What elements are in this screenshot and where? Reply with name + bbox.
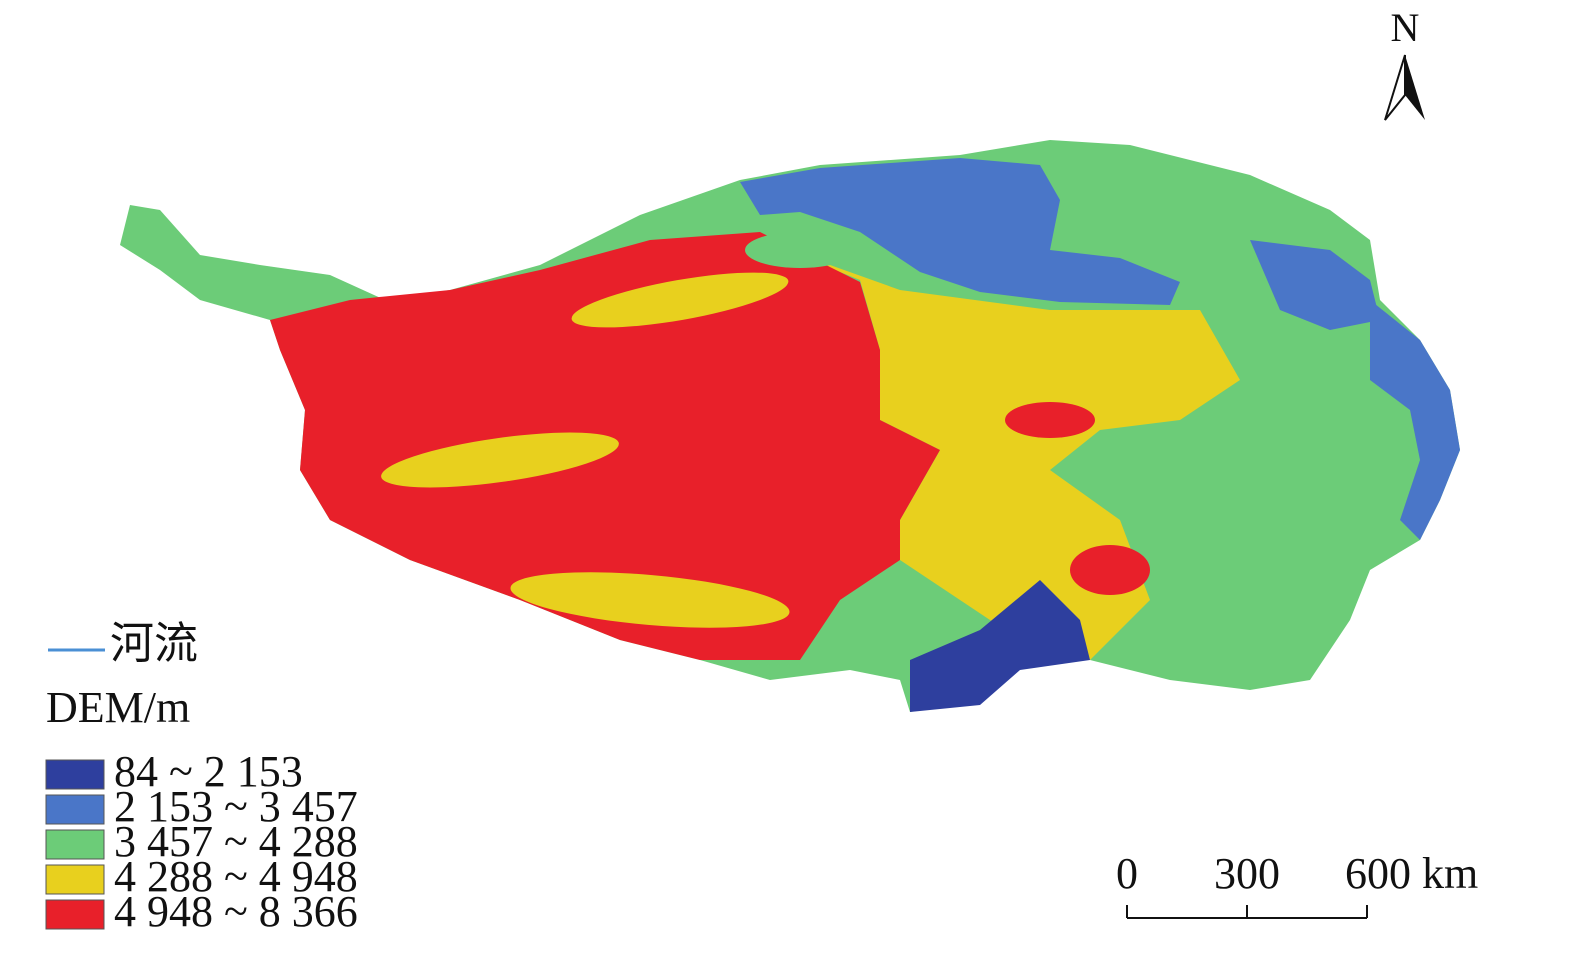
legend-swatch xyxy=(45,794,105,825)
legend-title: DEM/m xyxy=(46,683,190,732)
legend-swatch xyxy=(45,864,105,895)
legend-label: 4 288 ~ 4 948 xyxy=(114,852,358,901)
legend-label: 4 948 ~ 8 366 xyxy=(114,887,358,936)
arrow-right xyxy=(1405,55,1425,120)
north-arrow: N xyxy=(1384,5,1425,121)
legend-swatch xyxy=(45,899,105,930)
region-red-patch xyxy=(1070,545,1150,595)
region-red-patch xyxy=(1005,402,1095,438)
region-blue-edge xyxy=(1370,300,1460,540)
region-darkblue xyxy=(910,580,1090,712)
legend-swatch xyxy=(45,759,105,790)
river-label: 河流 xyxy=(110,619,198,668)
region-green-patch xyxy=(745,232,855,268)
north-label: N xyxy=(1391,5,1420,50)
legend-label: 2 153 ~ 3 457 xyxy=(114,782,358,831)
legend-label: 3 457 ~ 4 288 xyxy=(114,817,358,866)
scale-label: 600 km xyxy=(1345,849,1478,898)
legend-swatch xyxy=(45,829,105,860)
arrow-left xyxy=(1384,54,1406,121)
region-yellow-patch xyxy=(381,432,619,488)
legend-label: 84 ~ 2 153 xyxy=(114,747,303,796)
region-yellow-patch xyxy=(571,272,789,328)
region-blue-east xyxy=(1250,240,1380,330)
scale-bar: 0 300 600 km xyxy=(1116,849,1478,919)
scale-label: 300 xyxy=(1214,849,1280,898)
region-yellow-patch xyxy=(510,572,790,628)
scale-label: 0 xyxy=(1116,849,1138,898)
plateau xyxy=(120,140,1460,712)
region-blue xyxy=(740,158,1180,305)
